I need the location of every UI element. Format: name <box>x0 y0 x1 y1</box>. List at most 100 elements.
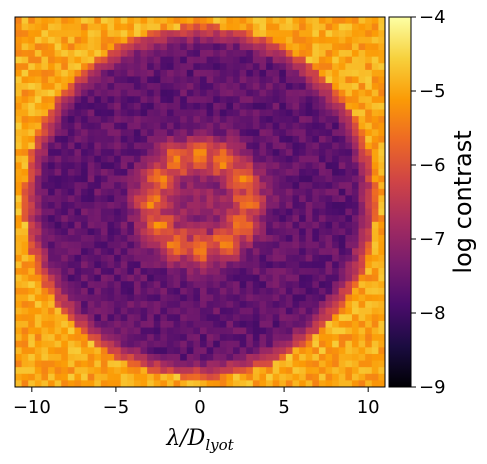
heatmap-cell <box>325 268 333 276</box>
x-axis-label: λ/Dlyot <box>165 426 234 454</box>
heatmap-cell <box>338 301 346 309</box>
heatmap-cell <box>371 353 379 361</box>
heatmap-cell <box>338 56 346 64</box>
heatmap-cell <box>15 294 23 302</box>
heatmap-cell <box>239 43 247 51</box>
heatmap-cell <box>15 30 23 38</box>
heatmap-cell <box>100 360 108 368</box>
heatmap-cell <box>21 162 29 170</box>
heatmap-cell <box>325 102 333 110</box>
heatmap-cell <box>299 96 307 104</box>
heatmap-cell <box>67 109 75 117</box>
heatmap-cell <box>114 182 122 190</box>
heatmap-cell <box>226 294 234 302</box>
heatmap-cell <box>351 360 359 368</box>
heatmap-cell <box>193 182 201 190</box>
heatmap-cell <box>206 17 214 25</box>
heatmap-cell <box>21 314 29 322</box>
heatmap-cell <box>252 294 260 302</box>
heatmap-cell <box>120 36 128 44</box>
heatmap-cell <box>206 142 214 150</box>
heatmap-cell <box>34 56 42 64</box>
heatmap-cell <box>272 254 280 262</box>
heatmap-cell <box>54 314 62 322</box>
heatmap-cell <box>371 195 379 203</box>
heatmap-cell <box>166 228 174 236</box>
heatmap-cell <box>186 162 194 170</box>
heatmap-cell <box>371 149 379 157</box>
heatmap-cell <box>81 142 89 150</box>
heatmap-cell <box>34 122 42 130</box>
heatmap-cell <box>332 122 340 130</box>
heatmap-cell <box>120 155 128 163</box>
heatmap-cell <box>127 367 135 375</box>
heatmap-cell <box>160 43 168 51</box>
heatmap-cell <box>48 241 56 249</box>
heatmap-cell <box>259 122 267 130</box>
heatmap-cell <box>61 360 69 368</box>
heatmap-cell <box>299 116 307 124</box>
heatmap-cell <box>186 248 194 256</box>
heatmap-cell <box>219 50 227 58</box>
heatmap-cell <box>193 195 201 203</box>
heatmap-cell <box>94 254 102 262</box>
heatmap-cell <box>166 202 174 210</box>
heatmap-cell <box>114 116 122 124</box>
heatmap-cell <box>74 320 82 328</box>
heatmap-cell <box>173 294 181 302</box>
heatmap-cell <box>140 380 148 388</box>
heatmap-cell <box>94 301 102 309</box>
heatmap-cell <box>160 320 168 328</box>
heatmap-cell <box>41 208 49 216</box>
heatmap-cell <box>120 129 128 137</box>
heatmap-cell <box>74 135 82 143</box>
heatmap-cell <box>193 241 201 249</box>
heatmap-cell <box>61 353 69 361</box>
heatmap-cell <box>345 241 353 249</box>
heatmap-cell <box>246 261 254 269</box>
heatmap-cell <box>160 162 168 170</box>
heatmap-cell <box>378 248 386 256</box>
heatmap-cell <box>378 116 386 124</box>
heatmap-cell <box>206 307 214 315</box>
heatmap-cell <box>28 195 36 203</box>
heatmap-cell <box>266 89 274 97</box>
heatmap-cell <box>28 155 36 163</box>
heatmap-cell <box>219 195 227 203</box>
heatmap-cell <box>325 30 333 38</box>
heatmap-cell <box>186 129 194 137</box>
heatmap-cell <box>140 353 148 361</box>
heatmap-cell <box>114 69 122 77</box>
heatmap-cell <box>305 122 313 130</box>
heatmap-cell <box>120 248 128 256</box>
heatmap-cell <box>292 149 300 157</box>
heatmap-cell <box>87 367 95 375</box>
heatmap-cell <box>312 69 320 77</box>
heatmap-cell <box>213 83 221 91</box>
heatmap-cell <box>140 149 148 157</box>
heatmap-cell <box>318 248 326 256</box>
heatmap-cell <box>200 294 208 302</box>
heatmap-cell <box>114 268 122 276</box>
heatmap-cell <box>61 122 69 130</box>
heatmap-cell <box>252 208 260 216</box>
heatmap-cell <box>100 241 108 249</box>
heatmap-cell <box>239 23 247 31</box>
heatmap-cell <box>332 30 340 38</box>
heatmap-cell <box>378 208 386 216</box>
heatmap-cell <box>15 155 23 163</box>
heatmap-cell <box>193 135 201 143</box>
heatmap-cell <box>378 69 386 77</box>
heatmap-cell <box>219 347 227 355</box>
heatmap-cell <box>15 188 23 196</box>
heatmap-cell <box>325 155 333 163</box>
heatmap-cell <box>213 17 221 25</box>
heatmap-cell <box>180 215 188 223</box>
heatmap-cell <box>239 36 247 44</box>
heatmap-cell <box>21 122 29 130</box>
heatmap-cell <box>147 122 155 130</box>
heatmap-cell <box>332 307 340 315</box>
heatmap-cell <box>21 228 29 236</box>
heatmap-cell <box>120 109 128 117</box>
heatmap-cell <box>87 307 95 315</box>
